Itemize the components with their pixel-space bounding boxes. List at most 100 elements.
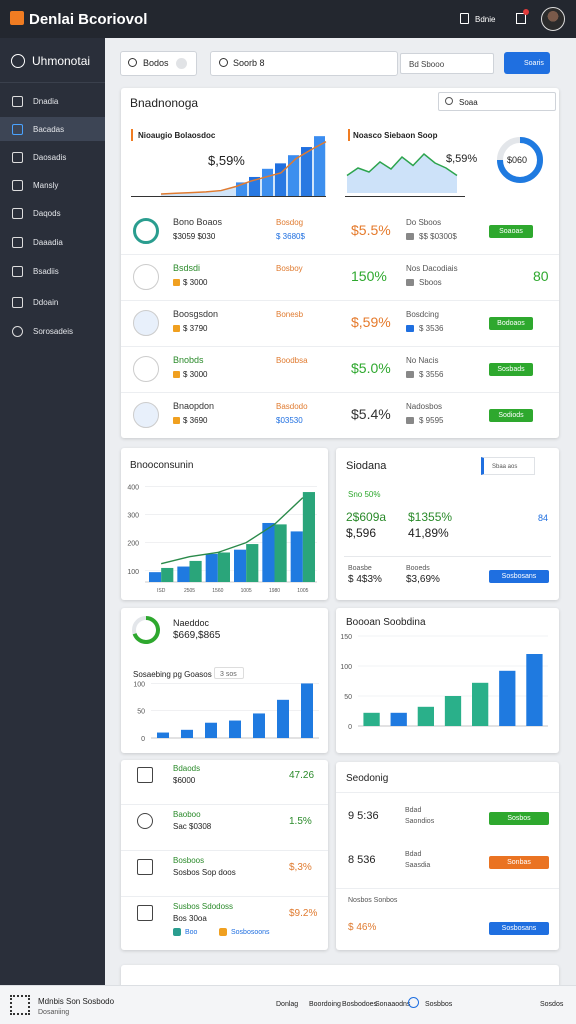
row-info: Nadosbos xyxy=(406,402,443,411)
avatar xyxy=(541,7,565,31)
row-sub: Saasdia xyxy=(405,862,431,869)
button[interactable]: Sosbos xyxy=(489,812,549,825)
search-text: Soorb 8 xyxy=(233,58,265,68)
chart-title: Noasco Siebaon Soop xyxy=(353,131,438,140)
nav-item[interactable]: Ddoain xyxy=(33,298,59,307)
x-tick-label: 1980 xyxy=(269,588,280,594)
area xyxy=(161,141,326,196)
sessions-card: Boooan Soobdina 150 100 50 0 xyxy=(336,608,559,753)
nav-item[interactable]: Mansly xyxy=(33,181,59,190)
doc-icon xyxy=(460,13,469,24)
footer-link[interactable]: Boordoing xyxy=(309,1001,341,1008)
row-name: Susbos Sdodoss xyxy=(173,902,234,911)
footer-link[interactable]: Donlag xyxy=(276,1001,299,1008)
nav-item[interactable]: Daaadia xyxy=(33,238,63,247)
button[interactable]: Soaoas xyxy=(489,225,533,238)
active-item xyxy=(0,117,105,141)
bar xyxy=(277,699,289,738)
divider xyxy=(131,196,326,197)
donut-arc xyxy=(132,616,160,644)
row-tag: Bonesb xyxy=(276,310,304,319)
row-tag: Bosboy xyxy=(276,264,303,273)
row-divider xyxy=(121,300,559,301)
row-sub: $6000 xyxy=(173,776,196,785)
line xyxy=(160,497,304,565)
row-sub: Sosbos Sop doos xyxy=(173,868,236,877)
footer-right[interactable]: Sosbbos xyxy=(425,1001,453,1008)
list-card: Bdaods $6000 47.26 Baoboo Sac $0308 1.5% Bosbo… xyxy=(121,760,328,950)
icon xyxy=(12,152,23,163)
row-name: Bosboos xyxy=(173,856,205,865)
row-bullet xyxy=(173,371,180,378)
sidebar-title: Uhmonotai xyxy=(32,54,91,68)
row-sub: $ 3690 xyxy=(183,416,208,425)
line xyxy=(346,152,458,177)
button[interactable]: Sosbads xyxy=(489,363,533,376)
range[interactable]: Bd Sbooo xyxy=(400,53,494,74)
filter-label: Bodos xyxy=(143,58,169,68)
bar xyxy=(417,706,434,726)
divider xyxy=(336,888,559,889)
bar xyxy=(246,544,259,582)
bar xyxy=(189,560,202,582)
row-icon xyxy=(133,218,159,244)
bar xyxy=(472,682,489,726)
bar xyxy=(262,522,275,582)
footer-right[interactable]: Sosdos xyxy=(540,1001,564,1008)
x-tick-label: 1005 xyxy=(241,588,252,594)
row-icon xyxy=(133,356,159,382)
icon xyxy=(12,297,23,308)
row-bullet xyxy=(173,325,180,332)
row-name: 9 5:36 xyxy=(348,810,379,822)
nav-item[interactable]: Sorosadeis xyxy=(33,327,74,336)
row-value: 47.26 xyxy=(289,770,315,781)
button[interactable]: Sosbosans xyxy=(489,570,549,583)
select[interactable]: Sbaa aos xyxy=(481,457,535,475)
row-bullet xyxy=(173,417,180,424)
logo: Denlai Bcoriovol xyxy=(29,11,148,28)
chart: 150 100 50 0 xyxy=(340,634,548,731)
nav-item[interactable]: Daosadis xyxy=(33,153,67,162)
footer-link[interactable]: Bosbodoes xyxy=(342,1001,378,1008)
search-button[interactable]: Soaris xyxy=(504,52,550,74)
logo-icon xyxy=(10,11,24,25)
chart: 400 300 200 100 ISD 2505 1560 1005 1980 1005 xyxy=(127,484,317,594)
nav-item[interactable]: Daqods xyxy=(33,209,61,218)
row-info: No Nacis xyxy=(406,356,439,365)
search[interactable]: Soorb 8 xyxy=(210,51,398,76)
nav-item[interactable]: Bacadas xyxy=(33,125,65,134)
button[interactable]: Bodoaos xyxy=(489,317,533,330)
icon xyxy=(128,58,137,67)
row-info-icon xyxy=(406,417,414,424)
bar xyxy=(288,155,299,196)
row-divider xyxy=(121,254,559,255)
nav-item[interactable]: Dnadia xyxy=(33,97,59,106)
select[interactable]: Soaa xyxy=(438,92,556,111)
row-name: Bdaods xyxy=(173,764,201,773)
x-tick-label: 2505 xyxy=(184,588,195,594)
row-name: Boosgsdon xyxy=(173,309,219,319)
filter[interactable]: Bodos xyxy=(120,51,197,76)
bar xyxy=(444,696,462,726)
button[interactable]: Sonbas xyxy=(489,856,549,869)
chart xyxy=(132,616,160,644)
button[interactable]: Sodiods xyxy=(489,409,533,422)
sidebar: Uhmonotai Dnadia Bacadas Daosadis Mansly Daqo… xyxy=(0,38,105,985)
divider xyxy=(0,82,105,83)
row-divider xyxy=(121,850,328,851)
y-tick-label: 400 xyxy=(127,484,139,491)
chart xyxy=(497,137,543,183)
row-value: $,3% xyxy=(289,862,312,873)
row-info-icon xyxy=(406,233,414,240)
button[interactable]: Sosbosans xyxy=(489,922,549,935)
badge xyxy=(523,9,529,15)
line xyxy=(160,140,327,195)
row-pct: $5.5% xyxy=(351,222,391,238)
metric-name: Naeddoc xyxy=(173,618,210,628)
icon xyxy=(12,266,23,277)
row-name: Bsdsdi xyxy=(173,263,201,273)
nav-item[interactable]: Bsadiis xyxy=(33,267,59,276)
row-sub: $ 3790 xyxy=(183,324,208,333)
user-menu[interactable]: Bdnie xyxy=(475,15,496,24)
footer-link[interactable]: Sonaaodns xyxy=(375,1001,411,1008)
